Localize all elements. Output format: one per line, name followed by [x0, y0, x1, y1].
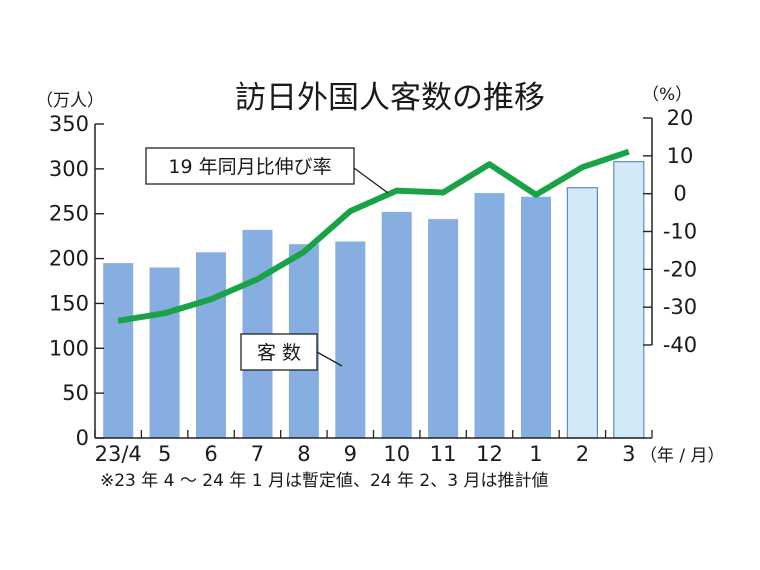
callouts: 19 年同月比伸び率 客 数: [145, 147, 389, 371]
bar-7: [428, 219, 459, 438]
right-tick-label-2: 0: [673, 182, 686, 206]
x-tick-label-7: 11: [430, 442, 457, 466]
bar-2: [196, 252, 226, 438]
left-tick-label-5: 250: [49, 202, 89, 226]
x-axis-unit: （年 / 月）: [640, 446, 725, 466]
bar-1: [149, 267, 180, 438]
left-tick-label-6: 300: [49, 157, 89, 181]
bar-series-callout-label: 客 数: [257, 342, 301, 364]
line-series-callout-leader: [353, 167, 389, 194]
x-tick-label-9: 1: [529, 442, 542, 466]
x-tick-label-6: 10: [383, 442, 410, 466]
x-tick-label-5: 9: [344, 442, 357, 466]
x-tick-label-11: 3: [622, 442, 635, 466]
right-tick-label-3: -10: [663, 220, 697, 244]
x-tick-label-3: 7: [251, 442, 264, 466]
bar-0: [103, 263, 134, 438]
x-tick-label-0: 23/4: [95, 442, 142, 466]
left-tick-label-0: 0: [76, 426, 89, 450]
bar-9: [521, 196, 551, 438]
chart-title: 訪日外国人客数の推移: [235, 80, 545, 116]
right-axis-unit: （%）: [642, 85, 692, 105]
x-tick-label-8: 12: [476, 442, 503, 466]
bar-6: [381, 211, 412, 438]
bar-11: [613, 161, 645, 439]
line-series-callout-box: [145, 147, 355, 185]
footnote: ※23 年 4 ～ 24 年 1 月は暫定値、24 年 2、3 月は推計値: [100, 471, 548, 491]
left-tick-label-3: 150: [49, 291, 89, 315]
x-tick-label-10: 2: [576, 442, 589, 466]
bar-series-callout-box: [240, 333, 318, 371]
right-tick-label-6: -40: [663, 333, 697, 357]
x-tick-label-1: 5: [158, 442, 171, 466]
right-tick-label-5: -30: [663, 295, 697, 319]
left-tick-label-4: 200: [49, 247, 89, 271]
left-tick-label-7: 350: [49, 112, 89, 136]
line-series-callout-label: 19 年同月比伸び率: [168, 156, 331, 178]
left-tick-label-1: 50: [62, 381, 89, 405]
right-tick-label-1: 10: [667, 144, 694, 168]
bar-10: [566, 187, 599, 439]
bar-series-callout-leader: [316, 351, 343, 367]
x-tick-label-2: 6: [204, 442, 217, 466]
x-tick-label-4: 8: [297, 442, 310, 466]
bar-5: [335, 241, 366, 438]
right-tick-label-0: 20: [667, 106, 694, 130]
line-series: [117, 148, 630, 324]
left-axis-unit: （万人）: [36, 91, 104, 111]
line-path: [117, 148, 630, 324]
labels: 訪日外国人客数の推移 （万人） （%） （年 / 月） ※23 年 4 ～ 24…: [36, 80, 725, 491]
bar-8: [474, 193, 505, 438]
right-tick-label-4: -20: [663, 257, 697, 281]
left-tick-label-2: 100: [49, 336, 89, 360]
